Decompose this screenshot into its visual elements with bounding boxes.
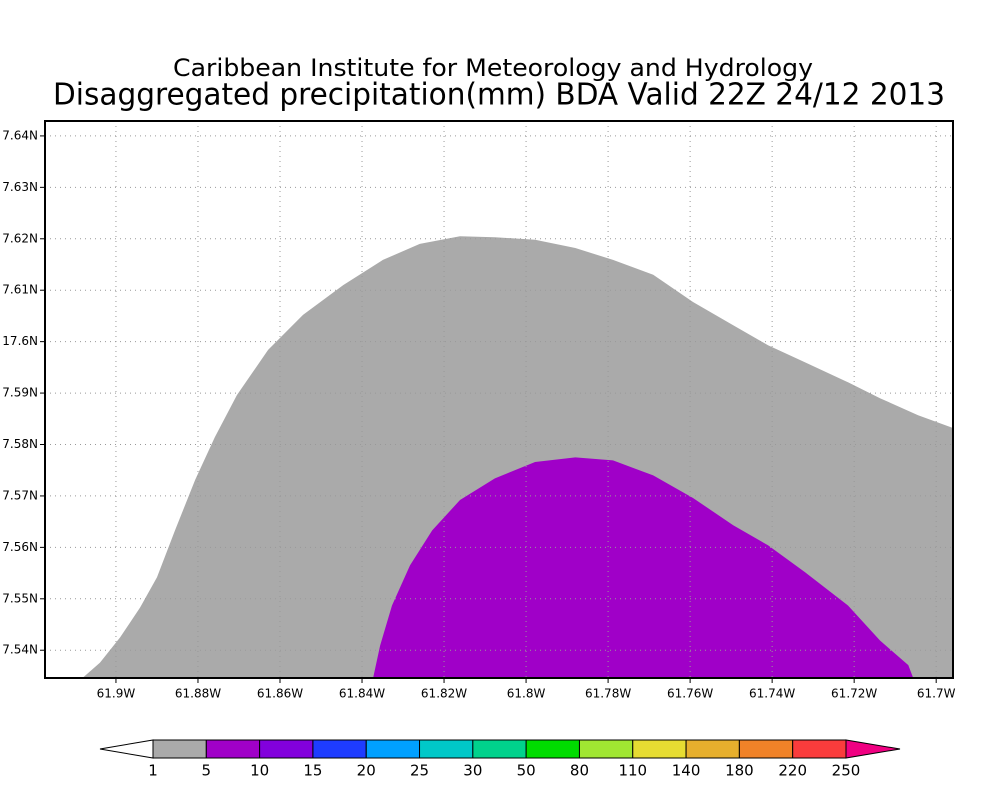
y-tick-label: 7.64N — [2, 128, 38, 142]
y-tick-label: 7.61N — [2, 283, 38, 297]
x-tick-label: 61.86W — [257, 687, 303, 701]
colorbar-label: 250 — [832, 762, 861, 780]
y-tick-label: 7.62N — [2, 231, 38, 245]
y-tick-label: 7.57N — [2, 488, 38, 502]
colorbar-label: 50 — [517, 762, 536, 780]
colorbar-box — [738, 739, 794, 759]
x-tick-label: 61.9W — [97, 687, 136, 701]
plot-frame — [44, 120, 954, 679]
colorbar-box — [419, 739, 474, 759]
y-tick-label: 7.54N — [2, 643, 38, 657]
colorbar-box — [632, 739, 687, 759]
colorbar-box — [685, 739, 740, 759]
colorbar-label: 220 — [778, 762, 807, 780]
colorbar-box — [578, 739, 634, 759]
x-tick-label: 61.74W — [749, 687, 795, 701]
subtitle: Disaggregated precipitation(mm) BDA Vali… — [53, 78, 945, 113]
colorbar-label: 140 — [672, 762, 701, 780]
colorbar-label: 25 — [410, 762, 429, 780]
colorbar-label: 1 — [148, 762, 158, 780]
y-tick-label: 7.56N — [2, 540, 38, 554]
precip-region — [373, 457, 914, 678]
x-tick-label: 61.82W — [421, 687, 467, 701]
x-tick-label: 61.78W — [585, 687, 631, 701]
colorbar-label: 180 — [725, 762, 754, 780]
y-tick-label: 7.59N — [2, 386, 38, 400]
colorbar-arrow — [99, 739, 154, 759]
y-tick-label: 7.63N — [2, 180, 38, 194]
x-tick-label: 61.88W — [175, 687, 221, 701]
colorbar-box — [472, 739, 527, 759]
colorbar-box — [365, 739, 421, 759]
colorbar-label: 15 — [303, 762, 322, 780]
title: Caribbean Institute for Meteorology and … — [173, 54, 813, 82]
colorbar-label: 10 — [250, 762, 269, 780]
x-tick-label: 61.76W — [667, 687, 713, 701]
colorbar-box — [152, 739, 207, 759]
colorbar-box — [312, 739, 367, 759]
x-tick-label: 61.8W — [507, 687, 546, 701]
colorbar-box — [792, 739, 847, 759]
colorbar-label: 80 — [570, 762, 589, 780]
colorbar-label: 20 — [357, 762, 376, 780]
colorbar-arrow — [845, 739, 901, 759]
colorbar-box — [259, 739, 314, 759]
colorbar-label: 5 — [202, 762, 212, 780]
colorbar-label: 30 — [463, 762, 482, 780]
x-tick-label: 61.7W — [917, 687, 956, 701]
colorbar-box — [525, 739, 580, 759]
y-tick-label: 7.58N — [2, 437, 38, 451]
x-tick-label: 61.72W — [831, 687, 877, 701]
colorbar-label: 110 — [618, 762, 647, 780]
y-tick-label: 17.6N — [2, 334, 38, 348]
colorbar-box — [205, 739, 261, 759]
y-tick-label: 7.55N — [2, 591, 38, 605]
x-tick-label: 61.84W — [339, 687, 385, 701]
